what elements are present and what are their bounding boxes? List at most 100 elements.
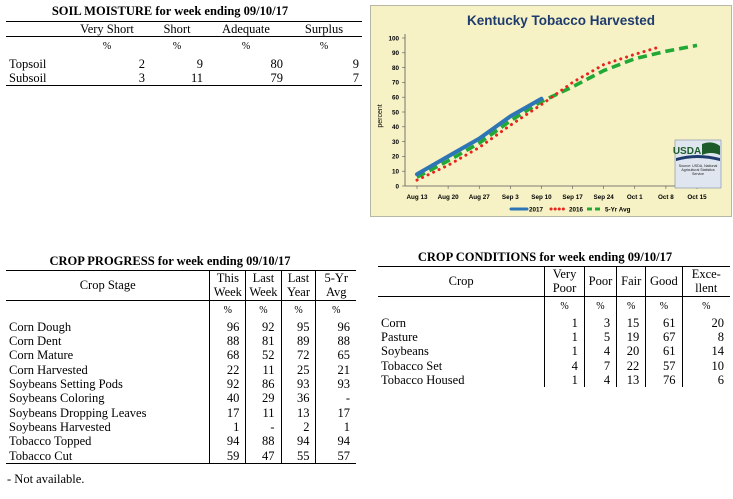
- cell-value: 65: [315, 348, 356, 363]
- header-line: Last: [252, 271, 275, 285]
- cell-value: 21: [315, 362, 356, 378]
- header-line: Very: [552, 267, 577, 281]
- unit-label: %: [245, 300, 281, 320]
- conditions-col-header: Very Poor: [544, 266, 585, 297]
- cell-value: 15: [616, 315, 646, 331]
- y-tick-label: 20: [392, 154, 400, 161]
- cell-value: 1: [544, 373, 585, 388]
- usda-source-caption: Source: USDA, National Agricultural Stat…: [678, 164, 718, 177]
- cell-value: 25: [280, 362, 316, 378]
- row-label: Tobacco Housed: [381, 373, 465, 388]
- cell-value: 94: [280, 434, 316, 449]
- table-row: Pasture 1 5 19 67 8: [378, 330, 730, 345]
- unit-label: %: [681, 296, 730, 316]
- table-row: Tobacco Cut 59 47 55 57: [6, 448, 356, 464]
- cell-value: 4: [583, 373, 617, 388]
- cell-value: 14: [681, 344, 730, 359]
- legend-label: 2016: [569, 207, 584, 214]
- table-row: Corn Mature 68 52 72 65: [6, 348, 356, 363]
- table-row: Soybeans Setting Pods 92 86 93 93: [6, 377, 356, 392]
- progress-col-header: 5-Yr Avg: [315, 270, 356, 301]
- cell-value: 68: [209, 348, 246, 363]
- soil-col-header: Adequate: [206, 20, 286, 38]
- unit-label: %: [319, 41, 329, 53]
- cell-value: 67: [645, 330, 683, 345]
- cell-value: 95: [280, 319, 316, 335]
- cell-value: 81: [245, 334, 281, 349]
- unit-label: %: [280, 300, 316, 320]
- cell-value: 17: [315, 405, 356, 420]
- cell-value: 9: [196, 56, 203, 71]
- y-tick-label: 90: [392, 50, 400, 57]
- cell-value: 13: [280, 405, 316, 420]
- cell-value: 2: [138, 56, 145, 71]
- series-line-2016: [415, 45, 662, 182]
- x-tick-label: Aug 20: [438, 194, 459, 201]
- progress-col-header: Last Week: [245, 270, 281, 301]
- usda-flag-icon: [702, 142, 720, 155]
- conditions-units-row: % % % % %: [378, 296, 730, 316]
- y-tick-label: 60: [392, 95, 400, 102]
- x-tick-label: Aug 27: [469, 194, 490, 201]
- cell-value: 96: [209, 319, 246, 335]
- cell-value: 89: [280, 334, 316, 349]
- header-line: Exce-: [691, 267, 721, 281]
- cell-value: 3: [66, 70, 148, 87]
- soil-moisture-title: SOIL MOISTURE for week ending 09/10/17: [51, 4, 289, 18]
- y-tick-label: 70: [392, 80, 400, 87]
- header-line: Poor: [552, 281, 577, 296]
- cell-value: 7: [583, 358, 617, 374]
- crop-progress-title: CROP PROGRESS for week ending 09/10/17: [49, 254, 291, 268]
- row-label: Soybeans Coloring: [9, 391, 105, 406]
- footnote: - Not available.: [7, 472, 85, 486]
- cell-value: 59: [209, 448, 246, 464]
- cell-value: 88: [315, 334, 356, 349]
- usda-logo-text: USDA: [673, 146, 701, 157]
- unit-label: %: [583, 296, 617, 316]
- cell-value: 93: [315, 377, 356, 392]
- header-line: llent: [695, 281, 718, 296]
- cell-value: 61: [645, 344, 683, 359]
- table-row: Corn Harvested 22 11 25 21: [6, 362, 356, 378]
- conditions-body: Corn 1 3 15 61 20 Pasture 1 5 19 67 8 Soybeans 1 4 20 61…: [378, 315, 730, 388]
- cell-value: 11: [245, 362, 281, 378]
- crop-header: Crop: [378, 266, 545, 297]
- row-label: Tobacco Topped: [9, 434, 92, 449]
- crop-stage-header: Crop Stage: [6, 270, 210, 301]
- cell-value: 36: [280, 391, 316, 406]
- header-line: Avg: [325, 285, 347, 300]
- soil-units-row: % % % %: [6, 37, 362, 57]
- cell-value: 5: [583, 330, 617, 345]
- y-tick-label: 80: [392, 65, 400, 72]
- x-tick-label: Sep 17: [562, 194, 583, 201]
- cell-value: 94: [315, 434, 356, 449]
- series-line-2017: [415, 96, 544, 177]
- cell-value: 88: [245, 434, 281, 449]
- row-label: Soybeans Harvested: [9, 419, 111, 434]
- unit-label: %: [102, 41, 112, 53]
- cell-value: 22: [209, 362, 246, 378]
- row-label: Pasture: [381, 330, 418, 345]
- cell-value: -: [315, 391, 356, 406]
- cell-value: 4: [544, 358, 585, 374]
- header-line: This: [216, 271, 239, 285]
- cell-value: 96: [315, 319, 356, 335]
- cell-value: 17: [209, 405, 246, 420]
- header-line: Week: [249, 285, 278, 300]
- table-row: Topsoil 2 9 80 9: [6, 57, 362, 71]
- table-row: Tobacco Set 4 7 22 57 10: [378, 358, 730, 374]
- cell-value: 13: [616, 373, 646, 388]
- header-line: Week: [213, 285, 242, 300]
- cell-value: 47: [245, 448, 281, 464]
- soil-col-header: Surplus: [286, 20, 362, 38]
- cell-value: 1: [209, 419, 246, 435]
- cell-value: 55: [280, 448, 316, 464]
- cell-value: 61: [645, 315, 683, 331]
- row-label: Soybeans Dropping Leaves: [9, 405, 147, 420]
- header-line: 5-Yr: [324, 271, 349, 285]
- table-row: Soybeans 1 4 20 61 14: [378, 344, 730, 359]
- cell-value: 1: [315, 419, 356, 435]
- table-row: Tobacco Housed 1 4 13 76 6: [378, 373, 730, 388]
- x-tick-label: Sep 3: [502, 194, 519, 201]
- conditions-header-row: Crop Very Poor Poor Fair Good Exce-llent: [378, 266, 730, 297]
